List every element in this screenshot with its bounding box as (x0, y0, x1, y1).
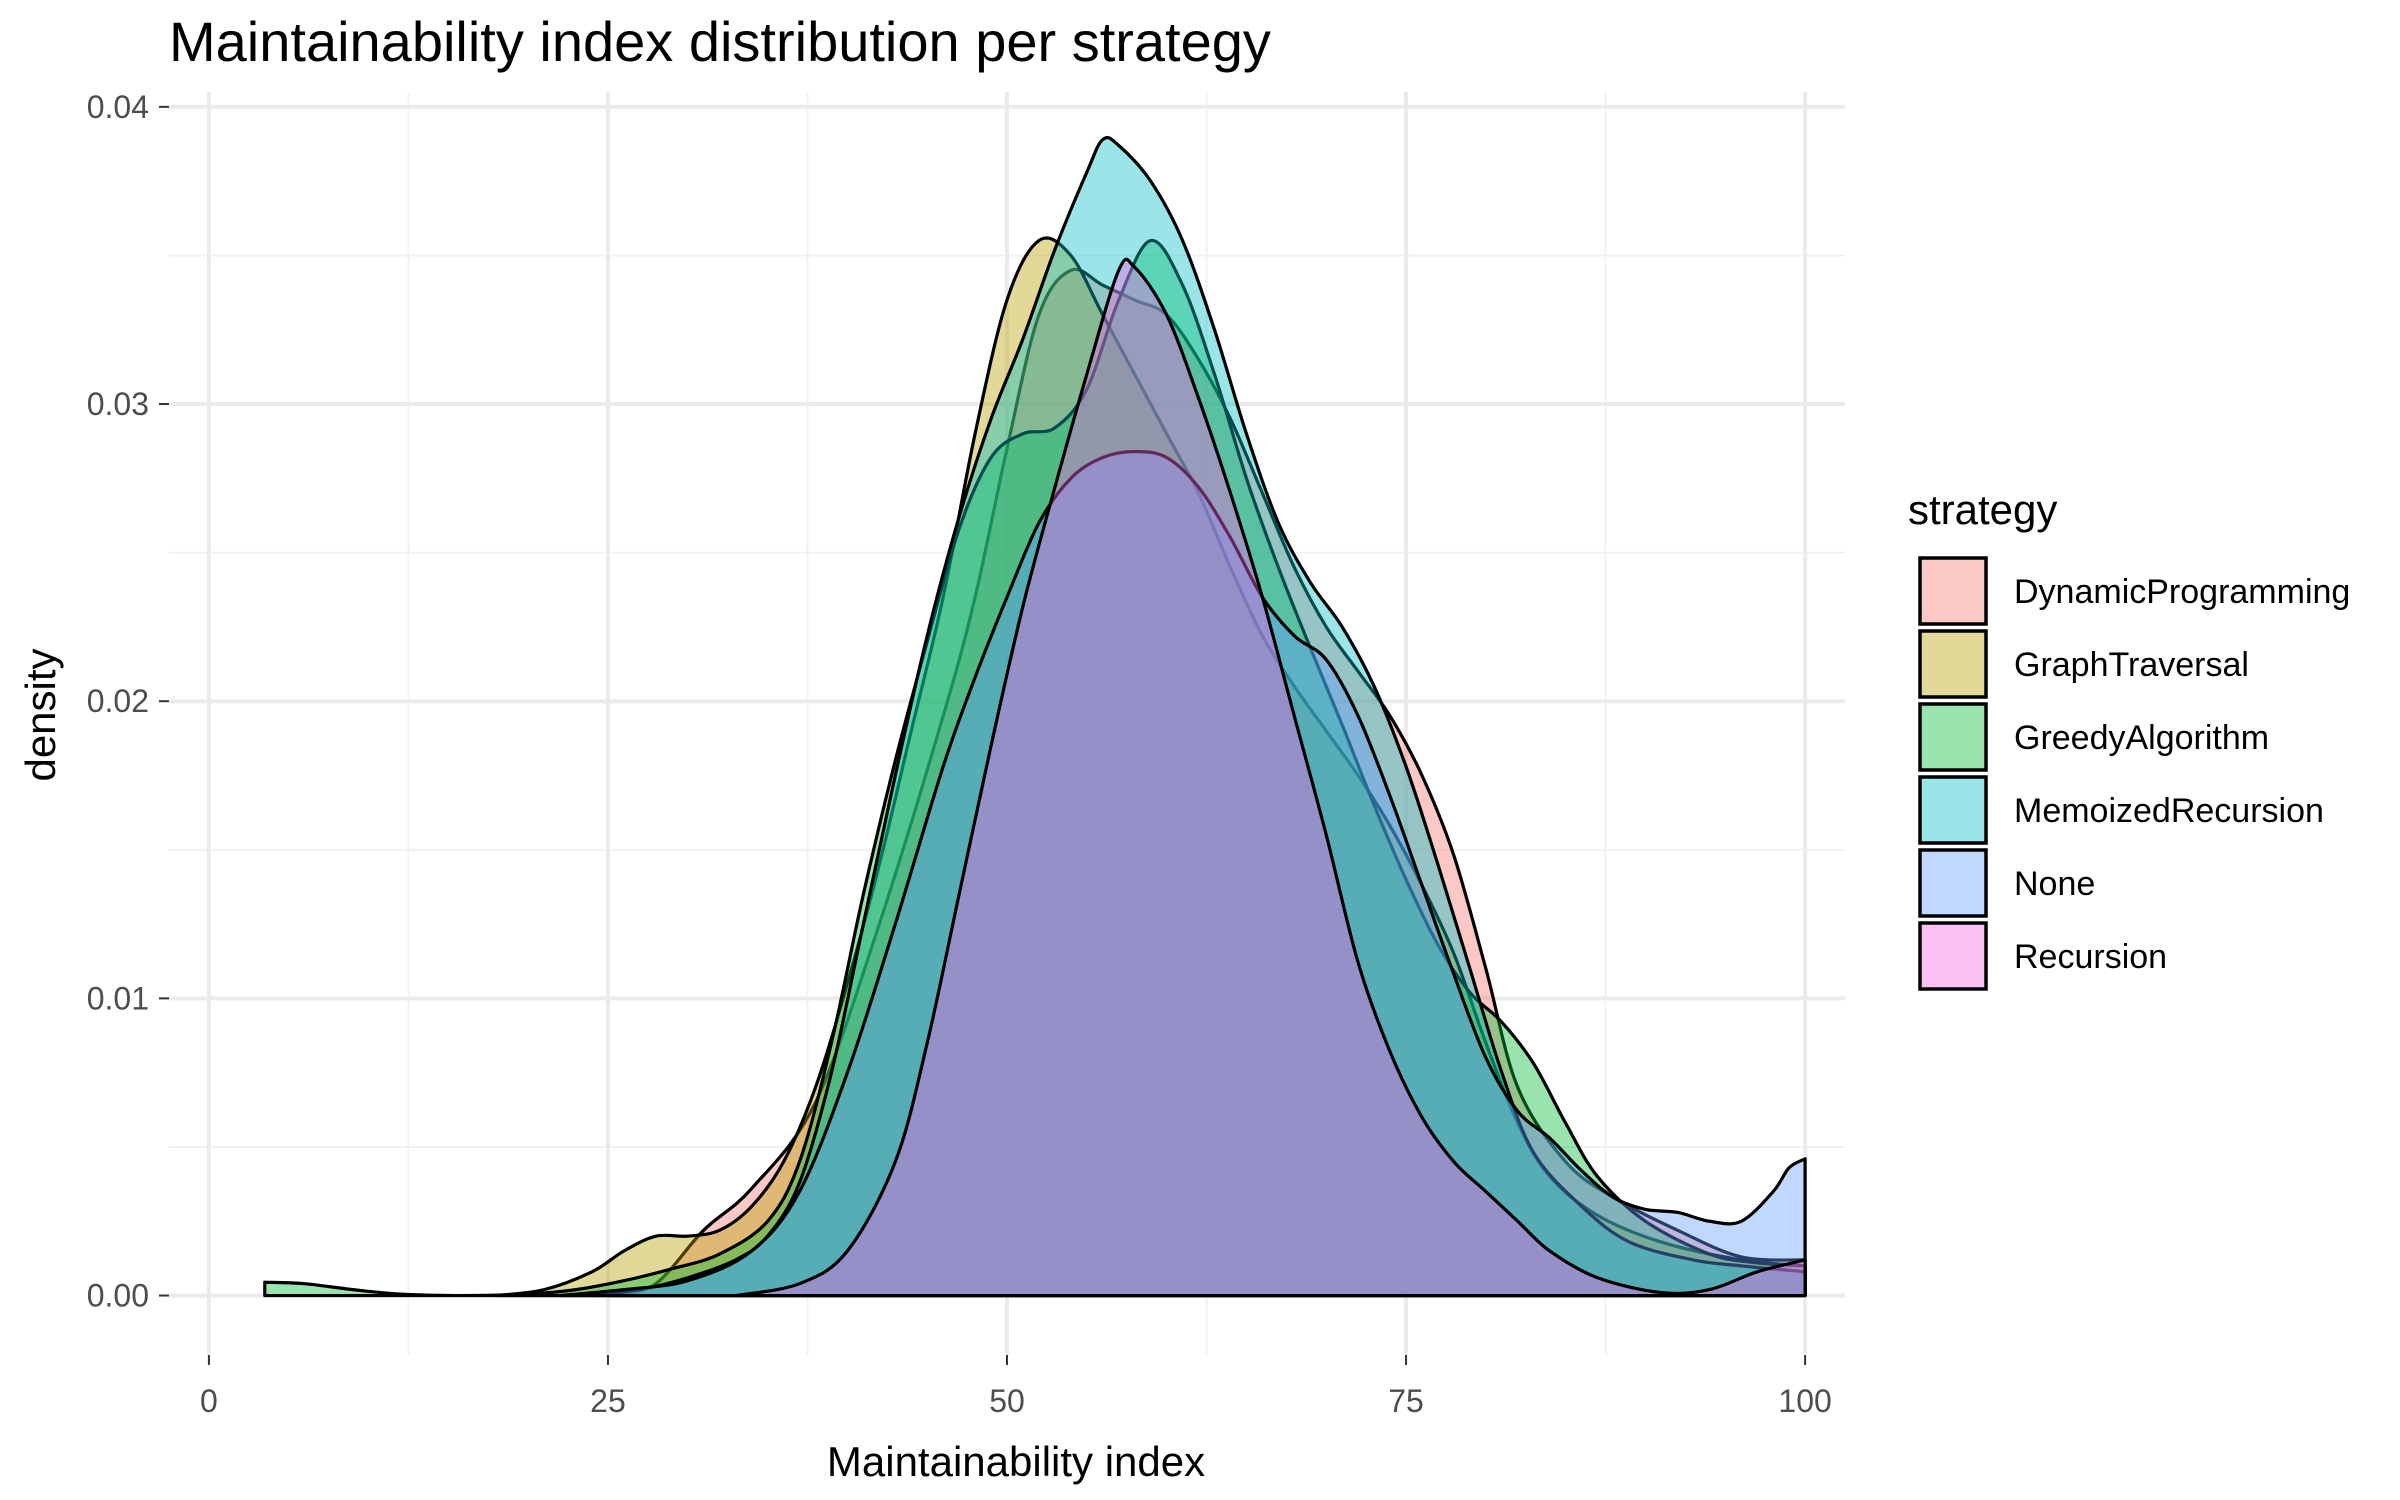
y-tick-label: 0.02 (87, 683, 149, 719)
legend-swatch-memoized-recursion (1918, 775, 1988, 845)
legend-label-graph-traversal: GraphTraversal (2014, 646, 2249, 684)
legend-label-none: None (2014, 865, 2095, 903)
x-tick-label: 100 (1778, 1383, 1831, 1419)
legend-title: strategy (1908, 486, 2057, 533)
density-area-graph-traversal (494, 236, 1807, 1298)
legend-swatch-greedy-algorithm (1918, 702, 1988, 772)
chart-title: Maintainability index distribution per s… (169, 10, 1271, 73)
legend-label-memoized-recursion: MemoizedRecursion (2014, 792, 2324, 830)
legend-swatch-recursion (1918, 921, 1988, 991)
density-curves (263, 136, 1807, 1298)
y-tick-label: 0.04 (87, 89, 149, 125)
y-tick-label: 0.00 (87, 1278, 149, 1314)
y-tick-label: 0.01 (87, 980, 149, 1016)
legend-swatch-graph-traversal (1918, 629, 1988, 699)
legend-label-greedy-algorithm: GreedyAlgorithm (2014, 719, 2269, 757)
x-axis-ticks: 0 25 50 75 100 (200, 1355, 1832, 1419)
density-area-greedy-algorithm (263, 238, 1807, 1298)
x-axis-title: Maintainability index (827, 1438, 1205, 1485)
x-tick-label: 25 (590, 1383, 626, 1419)
x-tick-label: 0 (200, 1383, 218, 1419)
y-axis-ticks: 0.00 0.01 0.02 0.03 0.04 (87, 89, 169, 1314)
x-tick-label: 50 (989, 1383, 1025, 1419)
legend-swatch-dynamic-programming (1918, 556, 1988, 626)
legend-items: DynamicProgramming GraphTraversal GreedyAl… (1918, 556, 2350, 991)
x-tick-label: 75 (1388, 1383, 1424, 1419)
legend-swatch-none (1918, 848, 1988, 918)
y-axis-title: density (17, 648, 64, 781)
density-area-memoized-recursion (590, 136, 1807, 1298)
density-area-recursion (734, 257, 1807, 1298)
legend-label-recursion: Recursion (2014, 938, 2167, 976)
legend: strategy DynamicProgramming GraphTraversa… (1908, 486, 2350, 991)
legend-label-dynamic-programming: DynamicProgramming (2014, 573, 2350, 611)
y-tick-label: 0.03 (87, 386, 149, 422)
density-area-dynamic-programming (612, 267, 1807, 1298)
